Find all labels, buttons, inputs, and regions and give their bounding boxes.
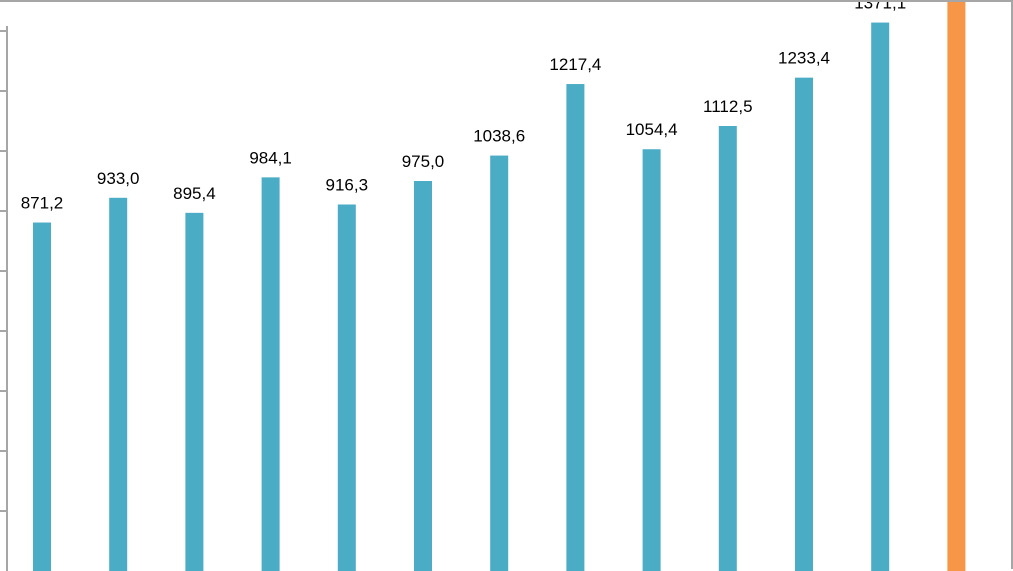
bar bbox=[414, 181, 432, 571]
bar bbox=[33, 222, 51, 571]
bar bbox=[109, 197, 128, 571]
data-label: 984,1 bbox=[249, 148, 292, 167]
data-label: 1038,6 bbox=[473, 127, 525, 146]
y-axis bbox=[0, 26, 8, 571]
bars bbox=[33, 2, 966, 571]
bar bbox=[337, 204, 356, 571]
bar bbox=[261, 177, 280, 571]
data-label: 895,4 bbox=[173, 184, 216, 203]
bar bbox=[490, 155, 509, 571]
bar bbox=[871, 22, 890, 571]
data-label: 916,3 bbox=[326, 175, 369, 194]
bar bbox=[566, 84, 585, 571]
data-label: 1233,4 bbox=[778, 49, 830, 68]
data-label: 1054,4 bbox=[626, 120, 678, 139]
data-label: 975,0 bbox=[402, 152, 445, 171]
data-label: 1217,4 bbox=[549, 55, 601, 74]
bar bbox=[642, 149, 661, 571]
bar-highlighted bbox=[947, 2, 966, 571]
bar bbox=[718, 126, 737, 571]
data-label: 1371,1 bbox=[854, 2, 906, 13]
bar bbox=[185, 212, 204, 571]
data-labels: 871,2 933,0 895,4 984,1 916,3 975,0 1038,6 1217… bbox=[21, 2, 906, 213]
data-label: 933,0 bbox=[97, 169, 140, 188]
data-label: 871,2 bbox=[21, 194, 64, 213]
data-label: 1112,5 bbox=[703, 97, 752, 116]
bar bbox=[795, 77, 813, 571]
